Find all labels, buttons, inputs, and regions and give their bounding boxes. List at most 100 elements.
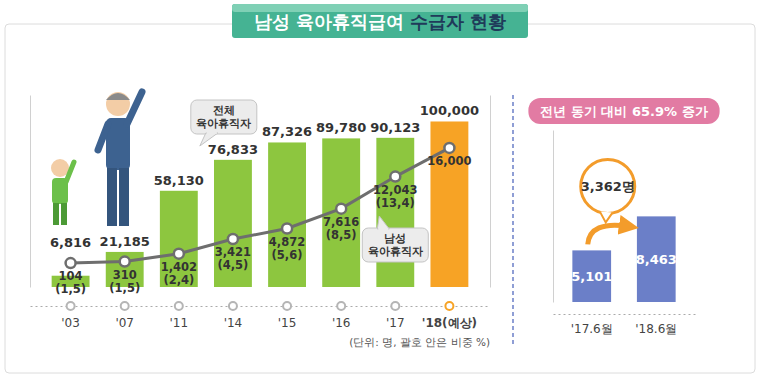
illustration [51, 92, 142, 226]
bar [268, 142, 306, 287]
tspan: 전체 [213, 104, 235, 117]
chart-title: 남성 육아휴직급여 수급자 현황 [254, 11, 507, 32]
x-tick-label: '03 [61, 316, 80, 330]
bar [160, 191, 198, 287]
separator [512, 95, 514, 345]
tspan: 남성 [384, 232, 406, 245]
x-tick: '15 [278, 302, 297, 330]
bar-label: 8,463 [636, 252, 677, 267]
change-label: 3,362명 [581, 179, 635, 194]
x-tick-mark [229, 302, 237, 310]
bar-label: 90,123 [370, 120, 420, 135]
man-arm [98, 124, 108, 150]
man-leg [119, 168, 129, 226]
x-tick: '11 [170, 302, 189, 330]
line-label: 4,872 [269, 235, 305, 249]
x-tick-label: '18.6월 [635, 322, 677, 336]
line-label: 12,043 [373, 183, 417, 197]
bar-label: 89,780 [316, 120, 366, 135]
tspan: 육아휴직자 [368, 245, 423, 258]
title-banner [232, 4, 528, 38]
tspan: 수급자 현황 [410, 11, 506, 32]
y2-axis [490, 96, 491, 288]
callout-box [191, 100, 257, 134]
share-label: (8,5) [326, 228, 357, 242]
x-tick-label: '14 [224, 316, 243, 330]
x-tick: '18.6월 [635, 314, 677, 336]
child-leg [53, 203, 59, 225]
change-arrow [588, 225, 629, 244]
x-tick: '18(예상) [422, 302, 477, 330]
share-label: (1,5) [55, 282, 86, 296]
bar [214, 160, 252, 287]
plot-marks [52, 121, 469, 287]
unit-note: (단위: 명, 괄호 안은 비중 %) [349, 336, 490, 348]
bar-label: 76,833 [208, 142, 258, 157]
line-label: 7,616 [323, 215, 359, 229]
x-axis: '03 '07 '11 '14 '15 '16 '17 '18(예상) [31, 302, 491, 330]
data-labels: 5,101 8,463 [571, 252, 677, 284]
x-tick-label: '18(예상) [422, 316, 477, 330]
subtitle-bg [528, 98, 719, 124]
x-tick-label: '11 [170, 316, 189, 330]
series-callout: 남성육아휴직자 [362, 216, 428, 262]
share-label: (2,4) [163, 273, 194, 287]
callout-pointer [377, 216, 389, 229]
line-label: 104 [59, 269, 83, 283]
line-label: 310 [113, 268, 137, 282]
card [5, 24, 755, 373]
share-label: (5,6) [272, 248, 303, 262]
line-marker [444, 143, 454, 153]
x-tick-mark [283, 302, 291, 310]
x-tick: '03 [61, 302, 80, 330]
x-tick-mark [175, 302, 183, 310]
line [71, 148, 450, 263]
bar [430, 121, 468, 287]
y-axis-line [553, 131, 554, 303]
y-axis [30, 96, 31, 288]
bar-label: 5,101 [571, 269, 612, 284]
y-axis [553, 131, 554, 303]
subtitle-box: 전년 동기 대비 65.9% 증가 [528, 98, 719, 124]
x-tick-label: '17 [386, 316, 405, 330]
x-axis-line [554, 314, 696, 315]
y-axis-line [30, 96, 31, 288]
line-marker [66, 258, 76, 268]
callout-pointer [200, 133, 218, 146]
share-label: (4,5) [217, 258, 248, 272]
x-tick-mark [337, 302, 345, 310]
tspan: 남성 육아휴직급여 [254, 11, 411, 32]
child-head [51, 159, 69, 177]
x-tick-mark [121, 302, 129, 310]
share-label: (1,5) [109, 281, 140, 295]
share-label: (13,4) [376, 196, 415, 210]
x-tick-label: '17.6월 [571, 322, 613, 336]
series-callout: 전체육아휴직자 [191, 100, 257, 146]
bar-label: 58,130 [154, 173, 204, 188]
bar [376, 138, 414, 287]
child-arm [66, 162, 74, 182]
change-circle-pointer [600, 211, 613, 222]
callout-label: 전체육아휴직자 [196, 104, 251, 130]
man-head [106, 92, 130, 116]
bar-label: 21,185 [100, 234, 150, 249]
line-label: 16,000 [427, 154, 471, 168]
x-tick: '14 [224, 302, 243, 330]
callout-pointer-cover [378, 228, 388, 230]
y2-axis-line [490, 96, 491, 288]
chart-canvas: 남성 육아휴직급여 수급자 현황 '03 '07 '11 '14 '15 '16 '17 '18… [0, 0, 761, 378]
line-marker [336, 204, 346, 214]
line-marker [228, 234, 238, 244]
bar-label: 87,326 [262, 124, 312, 139]
line-marker [282, 224, 292, 234]
child-leg [61, 203, 67, 225]
x-tick: '17.6월 [571, 314, 613, 336]
subtitle: 전년 동기 대비 65.9% 증가 [540, 104, 707, 119]
man-leg [107, 168, 117, 226]
x-axis-line [31, 306, 491, 307]
x-tick: '17 [386, 302, 405, 330]
change-circle [581, 159, 635, 213]
tspan: 육아휴직자 [196, 117, 251, 130]
x-tick-label: '07 [115, 316, 134, 330]
x-tick: '16 [332, 302, 351, 330]
